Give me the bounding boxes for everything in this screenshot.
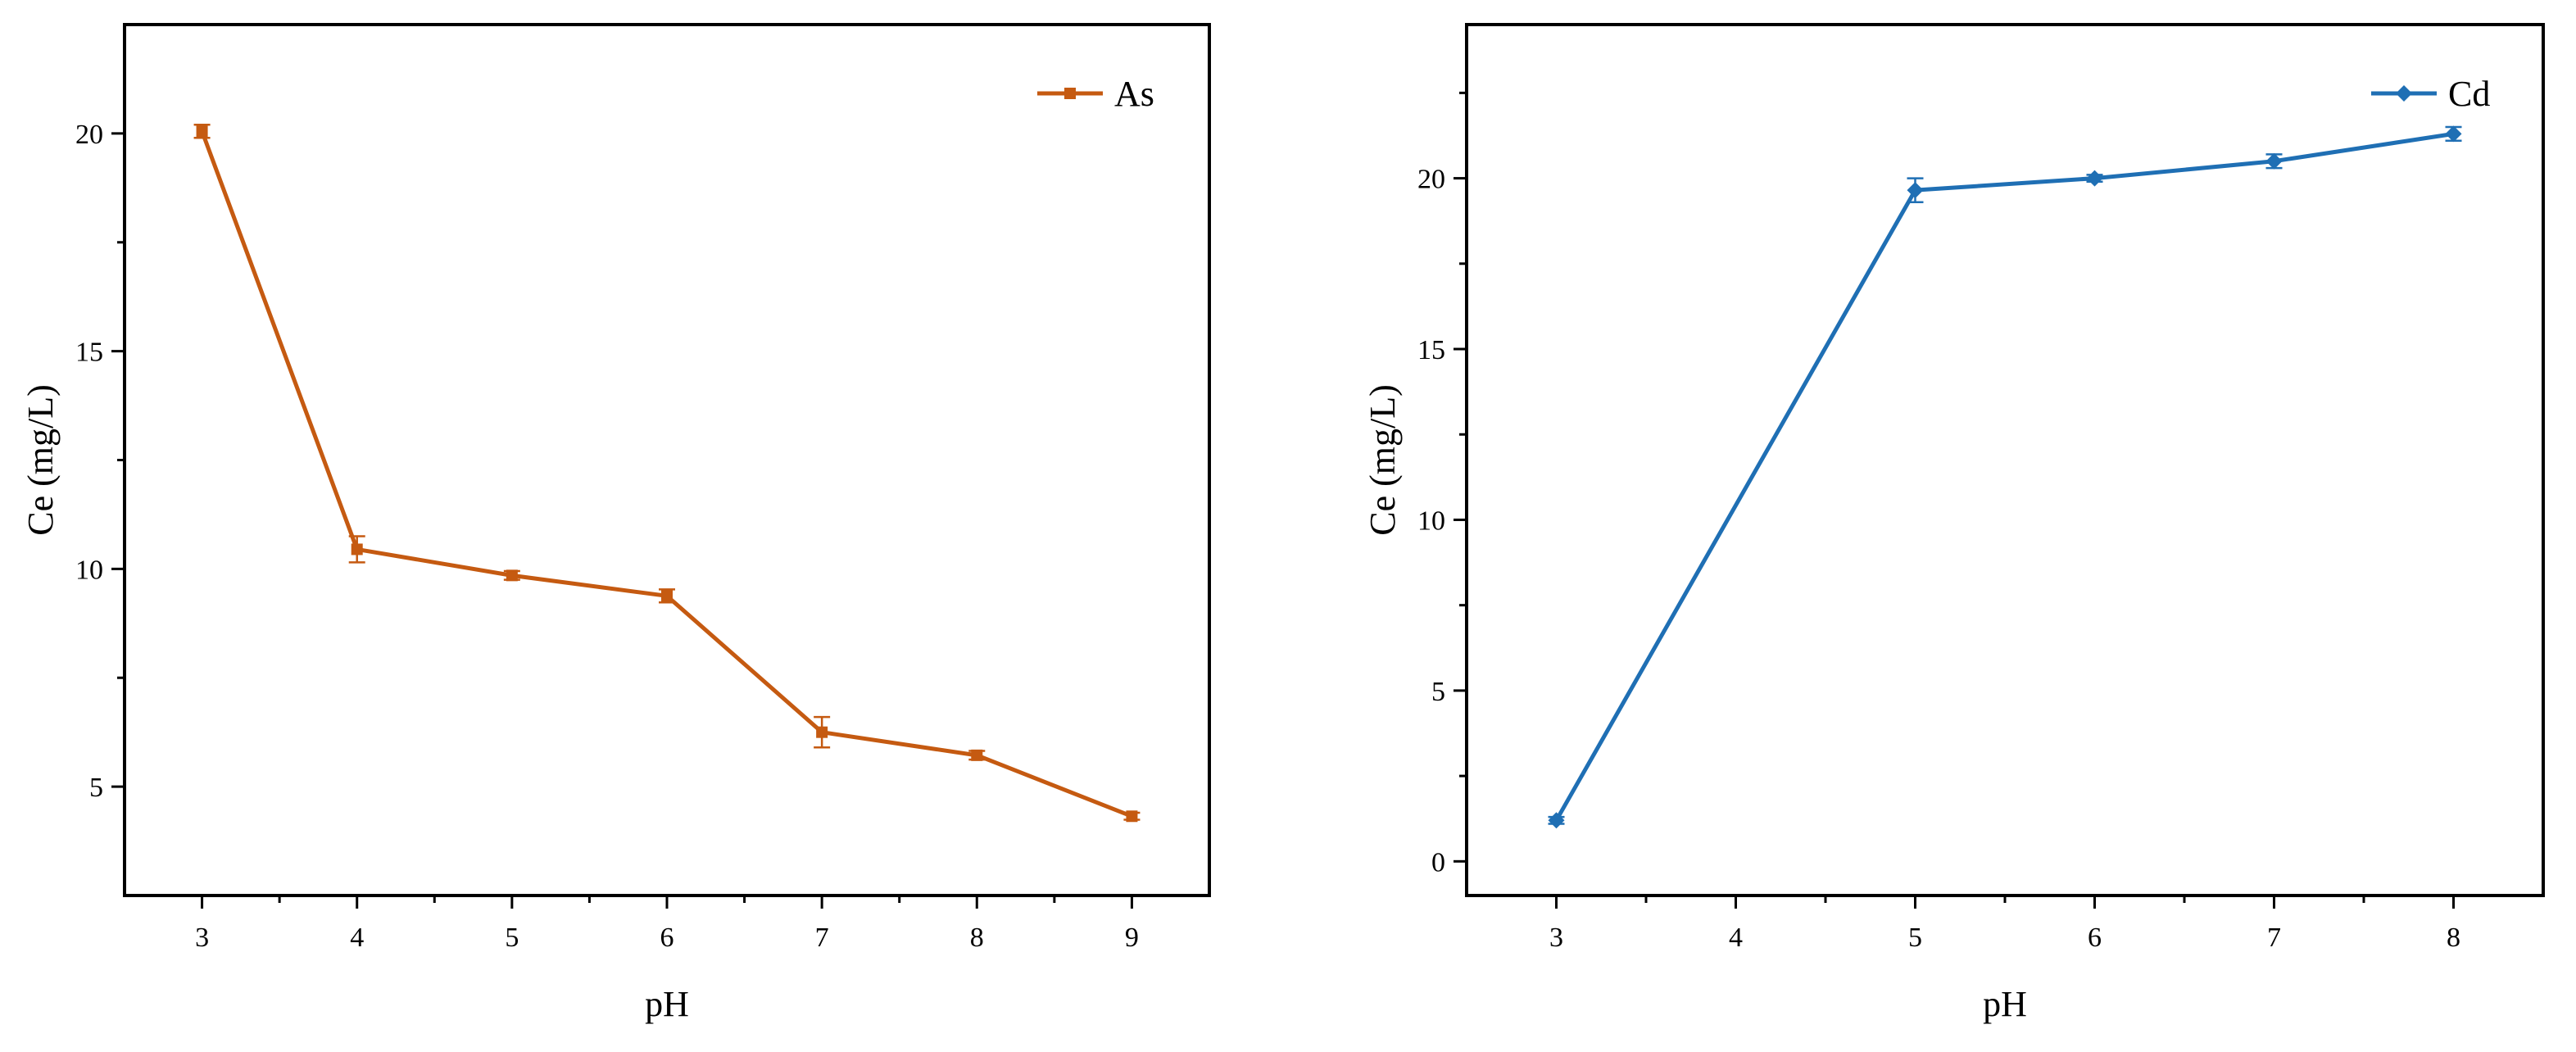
series-line-As [200, 130, 1133, 818]
x-tick-label: 8 [2447, 923, 2460, 953]
data-point [661, 590, 673, 602]
x-tick-label: 3 [1549, 923, 1563, 953]
x-tick-label: 5 [1908, 923, 1922, 953]
y-tick-label: 20 [75, 120, 103, 150]
x-tick-label: 6 [2088, 923, 2102, 953]
legend-marker [2396, 85, 2412, 102]
plot-frame [123, 23, 1211, 897]
y-axis-title: Ce (mg/L) [20, 384, 61, 536]
data-point [1907, 182, 1924, 199]
x-tick-label: 3 [195, 923, 209, 953]
x-tick-label: 9 [1125, 923, 1139, 953]
data-point [2445, 125, 2462, 143]
data-point [196, 125, 208, 138]
series-line-Cd [1554, 131, 2454, 822]
chart-panel-1: 3 4 5 6 7 8 9 5 10 15 20 pH Ce (mg/L) As [20, 23, 1211, 1024]
x-axis-title: pH [1983, 984, 2027, 1024]
y-tick-label: 20 [1417, 165, 1445, 195]
y-axis-title: Ce (mg/L) [1363, 384, 1403, 536]
x-tick-label: 6 [660, 923, 674, 953]
y-tick-label: 10 [75, 555, 103, 585]
legend-label: Cd [2448, 74, 2490, 114]
y-tick-label: 10 [1417, 506, 1445, 536]
legend-marker [1064, 88, 1076, 99]
y-tick-label: 15 [75, 338, 103, 368]
plot-frame [1465, 23, 2545, 897]
x-tick-label: 4 [350, 923, 364, 953]
data-point [351, 543, 363, 555]
data-point [1126, 810, 1138, 823]
x-tick-label: 7 [2267, 923, 2281, 953]
y-tick-label: 15 [1417, 335, 1445, 365]
data-point [1548, 812, 1565, 829]
chart-panel-2: 3 4 5 6 7 8 0 5 10 15 20 pH Ce (mg/L) Cd [1363, 23, 2545, 1024]
data-point [506, 569, 518, 582]
y-tick-label: 0 [1431, 847, 1445, 877]
x-tick-label: 7 [815, 923, 829, 953]
data-point [2086, 170, 2103, 187]
x-tick-label: 4 [1729, 923, 1743, 953]
x-tick-label: 8 [970, 923, 984, 953]
x-axis-title: pH [645, 984, 689, 1024]
x-tick-label: 5 [505, 923, 519, 953]
data-point [816, 726, 828, 738]
y-tick-label: 5 [89, 773, 103, 803]
y-tick-label: 5 [1431, 677, 1445, 707]
data-point [2265, 152, 2283, 170]
legend-label: As [1114, 74, 1154, 114]
data-point [971, 749, 983, 761]
